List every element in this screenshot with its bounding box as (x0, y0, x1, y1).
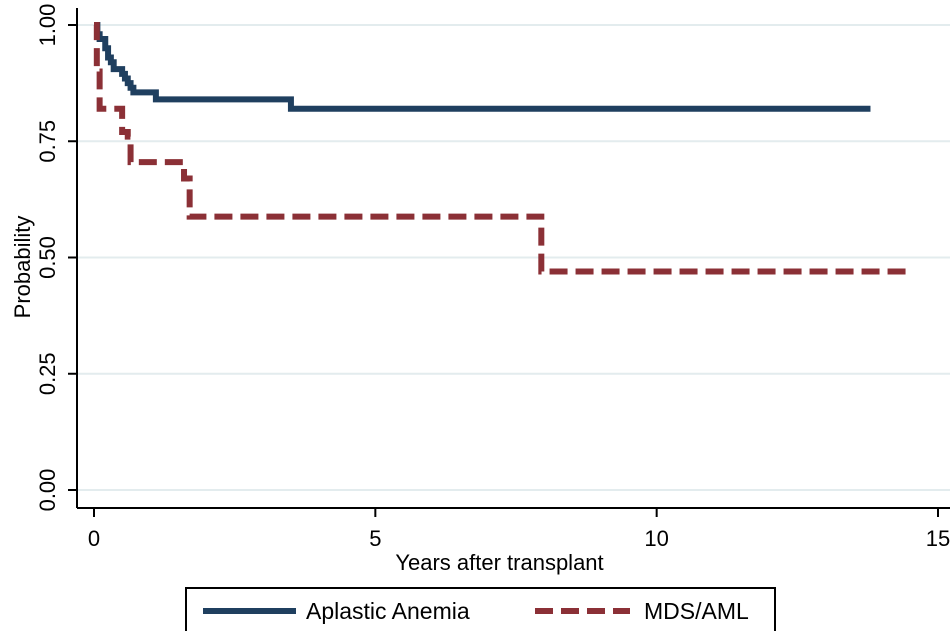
legend-label: Aplastic Anemia (306, 598, 470, 624)
series-line-mds-aml (93, 22, 910, 275)
x-tick-label: 15 (926, 526, 950, 551)
gridlines (77, 24, 950, 491)
axes: 0.00 0.25 0.50 0.75 1.00 0 5 10 15 (35, 4, 950, 551)
x-tick-label: 5 (369, 526, 381, 551)
y-tick-label: 0.00 (35, 469, 60, 512)
x-tick-label: 0 (88, 526, 100, 551)
y-axis-label: Probability (10, 216, 35, 319)
legend-label: MDS/AML (644, 598, 749, 624)
y-tick-label: 0.75 (35, 120, 60, 163)
y-tick-label: 1.00 (35, 4, 60, 47)
y-tick-label: 0.25 (35, 352, 60, 395)
x-tick-label: 10 (644, 526, 668, 551)
series-line-aplastic-anemia (94, 22, 871, 112)
y-tick-label: 0.50 (35, 236, 60, 279)
x-axis-label: Years after transplant (395, 550, 603, 575)
legend: Aplastic Anemia MDS/AML (185, 587, 776, 631)
series-lines (93, 22, 910, 275)
